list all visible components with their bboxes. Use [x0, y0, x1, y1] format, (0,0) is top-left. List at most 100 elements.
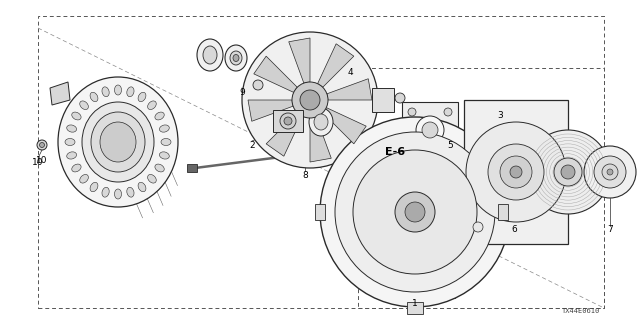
Bar: [407, 302, 423, 314]
Circle shape: [408, 108, 416, 116]
Bar: [464, 100, 568, 244]
Polygon shape: [289, 38, 310, 83]
Ellipse shape: [203, 46, 217, 64]
Ellipse shape: [72, 112, 81, 120]
Bar: [273, 110, 303, 132]
Ellipse shape: [155, 112, 164, 120]
Ellipse shape: [155, 164, 164, 172]
Ellipse shape: [138, 92, 146, 102]
Ellipse shape: [65, 139, 75, 146]
Polygon shape: [317, 44, 354, 87]
Text: 10: 10: [32, 157, 44, 166]
Text: E-6: E-6: [385, 147, 405, 157]
Circle shape: [300, 90, 320, 110]
Circle shape: [395, 93, 405, 103]
Ellipse shape: [67, 152, 77, 159]
Circle shape: [526, 130, 610, 214]
Polygon shape: [310, 117, 332, 162]
Ellipse shape: [429, 171, 447, 193]
Ellipse shape: [90, 92, 98, 102]
Circle shape: [584, 146, 636, 198]
Circle shape: [510, 166, 522, 178]
Text: 1: 1: [412, 299, 418, 308]
Circle shape: [353, 150, 477, 274]
Circle shape: [473, 222, 483, 232]
Ellipse shape: [91, 112, 145, 172]
Bar: [187, 164, 197, 172]
Circle shape: [602, 164, 618, 180]
Text: 5: 5: [447, 140, 453, 149]
Bar: [498, 204, 508, 220]
Ellipse shape: [225, 45, 247, 71]
Circle shape: [416, 116, 444, 144]
Text: 9: 9: [239, 87, 245, 97]
Ellipse shape: [127, 87, 134, 97]
Text: 7: 7: [607, 226, 613, 235]
Ellipse shape: [72, 164, 81, 172]
Text: 3: 3: [497, 110, 503, 119]
Bar: [38, 16, 604, 308]
Ellipse shape: [90, 182, 98, 192]
Circle shape: [444, 144, 452, 152]
Circle shape: [554, 158, 582, 186]
Circle shape: [335, 132, 495, 292]
Polygon shape: [323, 108, 366, 144]
Ellipse shape: [309, 108, 333, 136]
Circle shape: [253, 80, 263, 90]
Ellipse shape: [314, 114, 328, 130]
Ellipse shape: [100, 122, 136, 162]
Circle shape: [607, 169, 613, 175]
Circle shape: [37, 140, 47, 150]
Ellipse shape: [102, 87, 109, 97]
Circle shape: [280, 113, 296, 129]
Ellipse shape: [80, 174, 88, 183]
Bar: [402, 102, 458, 158]
Bar: [372, 88, 394, 112]
Polygon shape: [266, 113, 303, 156]
Ellipse shape: [138, 182, 146, 192]
Ellipse shape: [159, 125, 169, 132]
Circle shape: [320, 117, 510, 307]
Polygon shape: [248, 100, 293, 121]
Ellipse shape: [115, 85, 122, 95]
Text: 8: 8: [302, 171, 308, 180]
Circle shape: [466, 122, 566, 222]
Bar: [358, 68, 604, 308]
Ellipse shape: [82, 102, 154, 182]
Text: 4: 4: [347, 68, 353, 76]
Circle shape: [500, 156, 532, 188]
Ellipse shape: [423, 164, 453, 200]
Ellipse shape: [58, 77, 178, 207]
Text: 6: 6: [511, 226, 517, 235]
Circle shape: [561, 165, 575, 179]
Text: TX44E0610: TX44E0610: [562, 308, 600, 314]
Ellipse shape: [161, 139, 171, 146]
Circle shape: [405, 202, 425, 222]
Ellipse shape: [230, 51, 242, 65]
Circle shape: [40, 142, 45, 148]
Circle shape: [408, 144, 416, 152]
Ellipse shape: [148, 101, 156, 109]
Circle shape: [594, 156, 626, 188]
Polygon shape: [254, 56, 297, 92]
Ellipse shape: [127, 187, 134, 197]
Ellipse shape: [159, 152, 169, 159]
Ellipse shape: [434, 177, 442, 187]
Ellipse shape: [80, 101, 88, 109]
Bar: [315, 204, 325, 220]
Ellipse shape: [233, 54, 239, 61]
Ellipse shape: [197, 39, 223, 71]
Circle shape: [284, 117, 292, 125]
Circle shape: [242, 32, 378, 168]
Ellipse shape: [67, 125, 77, 132]
Circle shape: [422, 122, 438, 138]
Circle shape: [292, 82, 328, 118]
Circle shape: [488, 144, 544, 200]
Ellipse shape: [102, 187, 109, 197]
Text: 10: 10: [36, 156, 48, 164]
Ellipse shape: [148, 174, 156, 183]
Text: 2: 2: [249, 140, 255, 149]
Circle shape: [395, 192, 435, 232]
Circle shape: [444, 108, 452, 116]
Polygon shape: [327, 79, 372, 100]
